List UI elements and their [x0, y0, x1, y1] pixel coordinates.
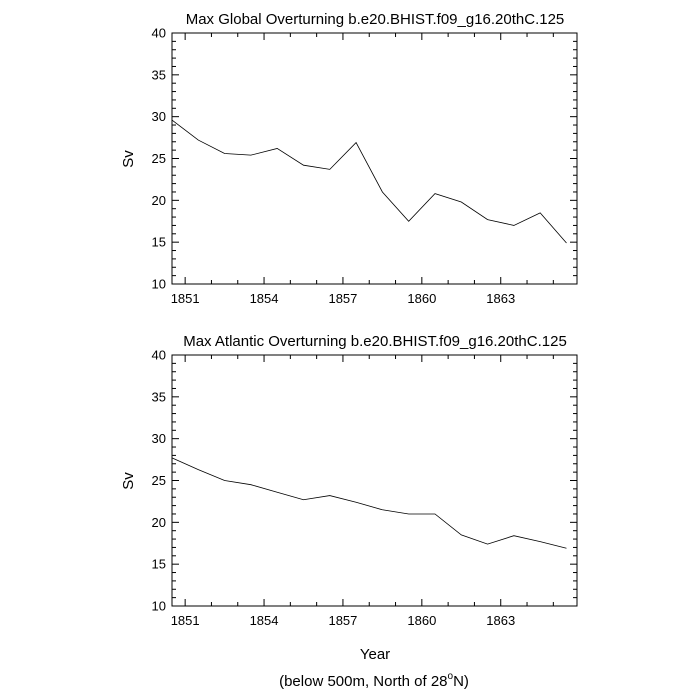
atlantic-tick-marks: [172, 354, 577, 607]
atlantic-y-tick-label: 35: [152, 389, 166, 404]
global-x-tick-label: 1854: [250, 291, 279, 306]
global-overturning-panel: Max Global Overturning b.e20.BHIST.f09_g…: [120, 11, 578, 306]
atlantic-y-tick-label: 25: [152, 473, 166, 488]
global-plot-frame: [171, 32, 578, 285]
atlantic-x-tick-label: 1851: [171, 613, 200, 628]
global-y-tick-label: 20: [152, 193, 166, 208]
footnote-suffix: N): [453, 673, 469, 690]
global-x-tick-label: 1851: [171, 291, 200, 306]
atlantic-x-tick-label: 1854: [250, 613, 279, 628]
global-x-tick-label: 1860: [407, 291, 436, 306]
global-y-tick-label: 40: [152, 26, 166, 41]
global-y-tick-labels: 10 15 20 25 30 35 40: [152, 26, 166, 292]
atlantic-x-tick-label: 1863: [486, 613, 515, 628]
atlantic-series-line: [171, 457, 567, 549]
global-y-tick-label: 30: [152, 109, 166, 124]
global-x-tick-label: 1863: [486, 291, 515, 306]
global-x-tick-label: 1857: [328, 291, 357, 306]
atlantic-series-group: [171, 457, 567, 549]
atlantic-x-tick-label: 1857: [328, 613, 357, 628]
footnote-prefix: (below 500m, North of 28: [279, 673, 447, 690]
global-series-line: [171, 119, 567, 244]
global-y-tick-label: 35: [152, 67, 166, 82]
global-y-axis-label: Sv: [120, 150, 137, 168]
atlantic-x-tick-label: 1860: [407, 613, 436, 628]
footnote-degree: o: [448, 671, 454, 682]
footnote: (below 500m, North of 28oN): [279, 671, 469, 690]
x-axis-label: Year: [360, 646, 390, 663]
atlantic-y-tick-label: 40: [152, 348, 166, 363]
global-tick-marks: [172, 32, 577, 285]
global-x-tick-labels: 1851 1854 1857 1860 1863: [171, 291, 516, 306]
atlantic-y-tick-label: 30: [152, 431, 166, 446]
global-y-tick-label: 10: [152, 277, 166, 292]
atlantic-y-tick-label: 10: [152, 599, 166, 614]
atlantic-y-axis-label: Sv: [120, 472, 137, 490]
atlantic-chart-title: Max Atlantic Overturning b.e20.BHIST.f09…: [183, 333, 567, 350]
atlantic-plot-frame: [171, 354, 578, 607]
atlantic-overturning-panel: Max Atlantic Overturning b.e20.BHIST.f09…: [120, 333, 578, 663]
global-series-group: [171, 119, 567, 244]
global-y-tick-label: 15: [152, 235, 166, 250]
atlantic-y-tick-label: 20: [152, 515, 166, 530]
global-chart-title: Max Global Overturning b.e20.BHIST.f09_g…: [186, 11, 565, 28]
atlantic-y-tick-labels: 10 15 20 25 30 35 40: [152, 348, 166, 614]
global-y-tick-label: 25: [152, 151, 166, 166]
atlantic-x-tick-labels: 1851 1854 1857 1860 1863: [171, 613, 516, 628]
atlantic-y-tick-label: 15: [152, 557, 166, 572]
